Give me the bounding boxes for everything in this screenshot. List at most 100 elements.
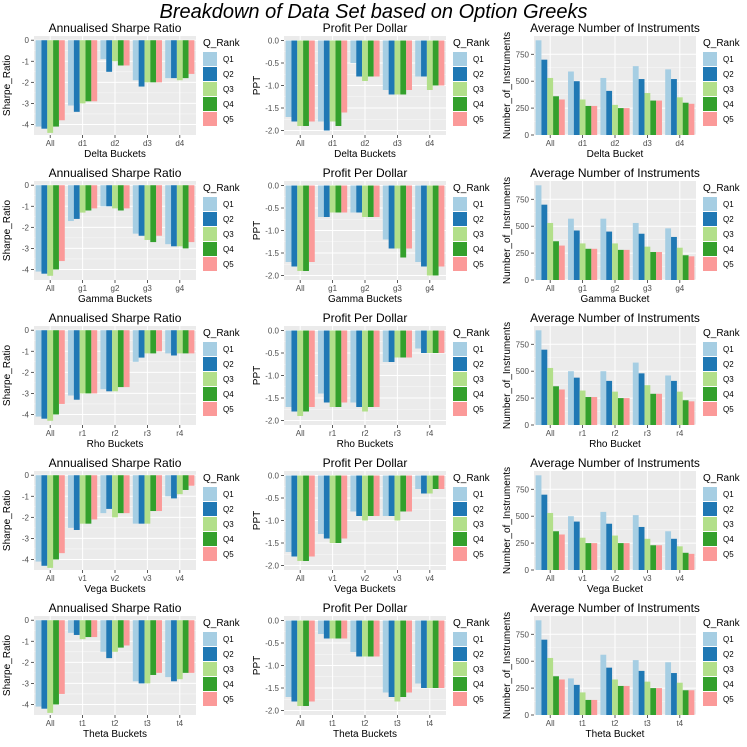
legend-title: Q_Rank — [453, 473, 491, 484]
bar-q2-v1 — [73, 475, 80, 530]
legend-label: Q1 — [473, 55, 484, 64]
bar-q1-v3 — [632, 515, 639, 570]
bar-q1-d3 — [132, 40, 139, 81]
bar-q1-d3 — [632, 66, 639, 135]
bar-q5-d3 — [406, 40, 412, 90]
bar-q5-t4 — [438, 620, 445, 688]
bar-q3-g1 — [579, 243, 586, 280]
legend-label: Q1 — [723, 635, 734, 644]
legend-label: Q3 — [223, 665, 234, 674]
bar-q3-t4 — [176, 620, 183, 680]
x-axis-label: Theta Buckets — [83, 729, 147, 740]
y-tick-label: 500 — [516, 657, 530, 666]
x-tick-label: r3 — [644, 429, 652, 438]
x-tick-label: t2 — [112, 719, 119, 728]
bar-q1-t3 — [382, 620, 389, 693]
chart-title: Profit Per Dollar — [323, 311, 408, 325]
x-tick-label: All — [46, 139, 55, 148]
legend-label: Q4 — [223, 390, 234, 399]
bar-q5-all — [58, 475, 65, 554]
bar-q4-all — [553, 676, 559, 715]
bar-q4-r4 — [182, 330, 189, 354]
x-tick-label: d2 — [111, 139, 120, 148]
x-tick-label: d3 — [143, 139, 152, 148]
x-tick-label: v4 — [426, 574, 435, 583]
bar-q5-r3 — [406, 330, 412, 358]
bar-q2-all — [541, 639, 548, 715]
bar-q4-r1 — [585, 397, 592, 425]
x-tick-label: t2 — [362, 719, 369, 728]
bar-q1-all — [285, 620, 292, 697]
x-axis-label: Vega Buckets — [334, 584, 395, 595]
bar-q2-t2 — [606, 667, 613, 715]
bar-q5-t1 — [591, 699, 598, 715]
y-tick-label: -3 — [22, 389, 30, 398]
legend-key-q3 — [203, 227, 217, 241]
bar-q4-r4 — [432, 330, 439, 353]
x-tick-label: g3 — [393, 284, 402, 293]
legend-key-q1 — [453, 487, 467, 501]
bar-q1-v2 — [100, 475, 107, 514]
bar-q2-d4 — [671, 79, 677, 135]
bar-q3-d1 — [329, 40, 336, 122]
bar-q5-d3 — [656, 100, 662, 135]
y-tick-label: 750 — [516, 630, 530, 639]
bar-q4-all — [53, 330, 59, 415]
bar-q1-v3 — [382, 475, 389, 516]
bar-q3-all — [547, 222, 554, 280]
legend-key-q3 — [453, 372, 467, 386]
x-tick-label: t4 — [176, 719, 183, 728]
legend-label: Q1 — [223, 200, 234, 209]
y-tick-label: 500 — [516, 222, 530, 231]
bar-q4-g4 — [182, 185, 189, 249]
bar-q3-d3 — [644, 93, 651, 135]
bar-q1-v2 — [350, 475, 357, 512]
y-tick-label: -2.0 — [265, 417, 279, 426]
bar-q5-v1 — [91, 475, 98, 520]
legend-label: Q4 — [223, 535, 234, 544]
bar-q3-all — [297, 330, 304, 416]
legend-label: Q2 — [723, 70, 734, 79]
legend-key-q3 — [203, 372, 217, 386]
x-tick-label: d2 — [611, 139, 620, 148]
bar-q5-t4 — [188, 620, 195, 673]
bar-q3-all — [547, 512, 554, 570]
bar-q1-v1 — [68, 475, 74, 528]
y-tick-label: 500 — [516, 512, 530, 521]
legend-key-q1 — [703, 52, 717, 66]
legend-label: Q5 — [223, 260, 234, 269]
bar-q4-d4 — [682, 102, 689, 135]
bar-q5-all — [308, 40, 315, 122]
bar-q1-all — [285, 475, 292, 552]
bar-q1-d2 — [350, 40, 357, 63]
chart-panel-2: Profit Per Dollar 0.0 -0.5 -1.0 -1.5 -2.0 All d… — [252, 21, 491, 160]
bar-q5-v3 — [656, 545, 662, 570]
x-tick-label: v2 — [361, 574, 370, 583]
y-axis-label: Sharpe_Ratio — [2, 634, 13, 696]
x-tick-label: v2 — [111, 574, 120, 583]
bar-q5-g1 — [591, 248, 598, 280]
x-tick-label: v1 — [578, 574, 587, 583]
y-tick-label: 250 — [516, 394, 530, 403]
x-axis-label: Rho Bucket — [589, 439, 641, 450]
bar-q1-all — [535, 330, 542, 425]
bar-q2-v3 — [638, 526, 645, 570]
y-tick-label: -2.0 — [265, 272, 279, 281]
y-tick-label: -2 — [22, 658, 30, 667]
legend-key-q2 — [703, 502, 717, 516]
legend-label: Q3 — [723, 520, 734, 529]
y-tick-label: -0.5 — [265, 639, 279, 648]
y-tick-label: -2.0 — [265, 707, 279, 716]
bar-q5-g1 — [91, 185, 98, 209]
bar-q3-v1 — [329, 475, 336, 543]
y-tick-label: 250 — [516, 249, 530, 258]
bar-q2-g2 — [606, 231, 613, 280]
x-tick-label: g2 — [611, 284, 620, 293]
chart-title: Profit Per Dollar — [323, 601, 408, 615]
bar-q2-v2 — [356, 475, 363, 516]
chart-panel-5: Profit Per Dollar 0.0 -0.5 -1.0 -1.5 -2.0 All g… — [252, 166, 491, 305]
bar-q4-all — [53, 475, 59, 560]
legend-key-q2 — [453, 212, 467, 226]
legend-label: Q3 — [223, 230, 234, 239]
